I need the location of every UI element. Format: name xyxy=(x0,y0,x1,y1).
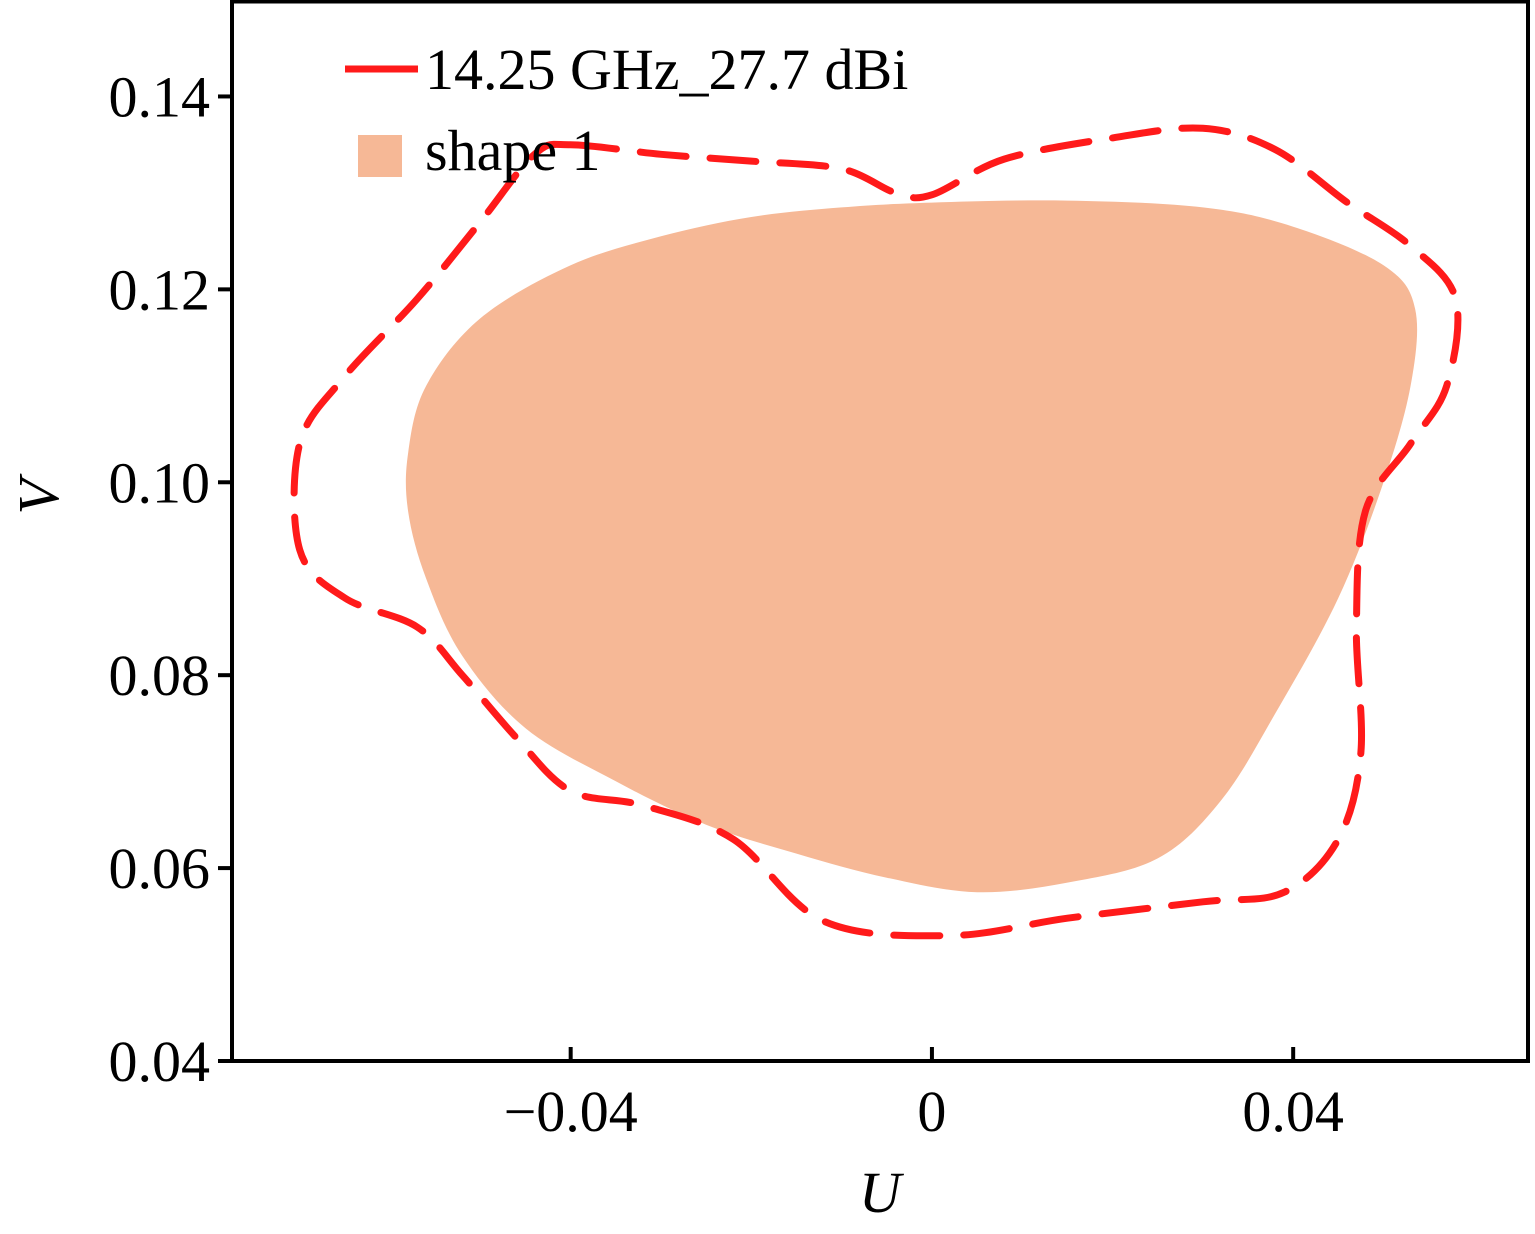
legend-swatch-shape xyxy=(358,135,402,177)
legend: 14.25 GHz_27.7 dBi shape 1 xyxy=(345,37,908,183)
y-tick-label: 0.10 xyxy=(109,450,211,515)
series-contour-14-25ghz xyxy=(290,124,1462,940)
legend-label-contour: 14.25 GHz_27.7 dBi xyxy=(425,37,908,102)
axes: 0.04 0.06 0.08 0.10 0.12 0.14 −0.04 0 0.04 U V xyxy=(6,0,1530,1225)
y-tick-label: 0.06 xyxy=(109,836,211,901)
x-tick-label: 0 xyxy=(917,1079,946,1144)
y-axis-title: V xyxy=(6,472,71,514)
plot-frame xyxy=(230,0,1530,1063)
series-shape-1-region xyxy=(405,200,1418,893)
y-tick-label: 0.12 xyxy=(109,257,211,322)
legend-label-shape: shape 1 xyxy=(425,118,601,183)
plot-area xyxy=(290,124,1462,940)
y-tick-label: 0.14 xyxy=(109,64,211,129)
x-tick-label: 0.04 xyxy=(1242,1079,1344,1144)
y-tick-label: 0.08 xyxy=(109,643,211,708)
x-axis-title: U xyxy=(859,1160,905,1225)
x-tick-label: −0.04 xyxy=(504,1079,638,1144)
y-tick-label: 0.04 xyxy=(109,1029,211,1094)
